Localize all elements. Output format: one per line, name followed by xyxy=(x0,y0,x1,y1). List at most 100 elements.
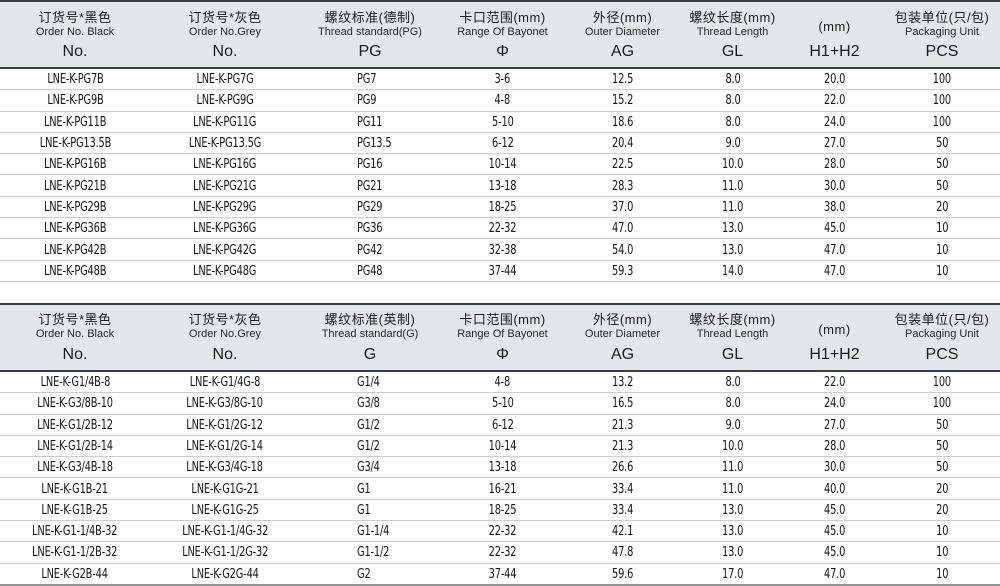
cell-value: LNE-K-G1/2G-12 xyxy=(186,417,264,433)
cell-value: PG9 xyxy=(357,93,377,109)
cell: PG42 xyxy=(300,238,440,261)
cell-value: PG16 xyxy=(357,157,383,173)
cell: 27.0 xyxy=(785,132,884,155)
cell: 11.0 xyxy=(680,477,785,500)
cell: PG11 xyxy=(300,111,440,133)
cell: 10.0 xyxy=(680,435,785,458)
cell: 13.0 xyxy=(680,217,785,240)
cell: 32-38 xyxy=(440,238,565,261)
cell-value: 45.0 xyxy=(823,502,846,518)
column-header-zh: 外径(mm) xyxy=(592,9,653,25)
header-name-row: 订货号*黑色 Order No. Black 订货号*灰色 Order No.Grey… xyxy=(0,1,1000,42)
cell-value: LNE-K-G1G-21 xyxy=(191,481,259,497)
column-header-zh: (mm) xyxy=(818,19,851,34)
cell: LNE-K-PG9B xyxy=(0,89,150,112)
column-header-zh: (mm) xyxy=(818,321,851,337)
cell-value: LNE-K-PG7G xyxy=(196,72,254,88)
cell: PG36 xyxy=(300,217,440,240)
cell-value: PG29 xyxy=(357,199,383,215)
cell: 9.0 xyxy=(680,414,785,436)
cell: 8.0 xyxy=(680,68,785,91)
cell: 47.0 xyxy=(565,217,680,240)
cell-value: 18.6 xyxy=(611,114,634,130)
cell-value: 24.0 xyxy=(823,114,846,130)
cell: LNE-K-PG16B xyxy=(0,153,150,176)
cell: LNE-K-PG42B xyxy=(0,238,150,261)
cell: LNE-K-PG29B xyxy=(0,196,150,219)
table-row: LNE-K-PG13.5B LNE-K-PG13.5G PG13.5 6-12 20.4… xyxy=(0,132,1000,155)
cell: 20.0 xyxy=(785,68,884,91)
cell-value: LNE-K-G2G-44 xyxy=(191,566,259,582)
cell-value: 22.0 xyxy=(823,375,846,391)
cell: 47.0 xyxy=(785,563,884,586)
table-row: LNE-K-G2B-44 LNE-K-G2G-44 G2 37-44 59.6 17.0 4… xyxy=(0,563,1000,586)
cell: 45.0 xyxy=(785,541,884,564)
cell: 13.0 xyxy=(680,499,785,522)
cell-value: 4-8 xyxy=(494,93,511,109)
g-thread-spec-table: 订货号*黑色 Order No. Black 订货号*灰色 Order No.Grey… xyxy=(0,302,1000,586)
cell: 28.0 xyxy=(785,153,884,176)
cell-value: 10 xyxy=(935,221,949,237)
table-row: LNE-K-G1/2B-14 LNE-K-G1/2G-14 G1/2 10-14 21.… xyxy=(0,435,1000,458)
cell: LNE-K-PG7G xyxy=(150,68,300,91)
cell-value: PG11 xyxy=(357,114,383,130)
cell-value: 13.0 xyxy=(721,545,744,561)
cell-value: 59.3 xyxy=(611,263,634,279)
cell-value: 21.3 xyxy=(611,417,634,433)
cell-value: 8.0 xyxy=(724,72,741,88)
cell-value: 11.0 xyxy=(721,481,744,497)
column-header: 包装单位(只/包) Packaging Unit xyxy=(884,304,1000,345)
cell: LNE-K-G1/4B-8 xyxy=(0,370,150,394)
cell-value: 9.0 xyxy=(724,136,741,152)
column-header: 螺纹长度(mm) Thread Length xyxy=(680,1,785,42)
cell: LNE-K-G1/2G-12 xyxy=(150,414,300,436)
cell: PG7 xyxy=(300,68,440,91)
cell: PG29 xyxy=(300,196,440,219)
cell-value: 10 xyxy=(935,263,949,279)
table-row: LNE-K-PG9B LNE-K-PG9G PG9 4-8 15.2 8.0 22.0 100 xyxy=(0,89,1000,112)
cell-value: LNE-K-PG16B xyxy=(43,157,107,173)
cell-value: LNE-K-PG16G xyxy=(193,157,257,173)
cell-value: 20 xyxy=(935,199,949,215)
header-name-row: 订货号*黑色 Order No. Black 订货号*灰色 Order No.Grey… xyxy=(0,304,1000,345)
cell-value: 10 xyxy=(935,545,949,561)
cell: G1 xyxy=(300,499,440,522)
table-row: LNE-K-PG21B LNE-K-PG21G PG21 13-18 28.3 11.0 3… xyxy=(0,174,1000,197)
column-symbol: No. xyxy=(0,42,150,69)
column-header: 订货号*灰色 Order No.Grey xyxy=(150,304,300,345)
column-header-zh: 螺纹标准(德制) xyxy=(324,9,416,25)
cell-value: 22-32 xyxy=(488,545,517,561)
cell-value: 47.0 xyxy=(611,221,634,237)
cell-value: 15.2 xyxy=(611,93,634,109)
cell: LNE-K-G1/2B-14 xyxy=(0,435,150,458)
cell-value: LNE-K-G2B-44 xyxy=(41,566,109,582)
column-header-en: Thread standard(G) xyxy=(321,328,419,341)
cell: 59.6 xyxy=(565,563,680,586)
cell-value: G1/2 xyxy=(357,439,380,454)
cell: 30.0 xyxy=(785,456,884,479)
cell-value: 10.0 xyxy=(721,157,744,173)
cell-value: 30.0 xyxy=(823,178,846,194)
cell-value: 26.6 xyxy=(611,460,634,476)
cell-value: 3-6 xyxy=(494,72,511,88)
column-symbol: H1+H2 xyxy=(785,344,884,372)
cell-value: LNE-K-PG36B xyxy=(43,221,107,237)
cell-value: LNE-K-PG13.5G xyxy=(188,136,262,152)
column-header-zh: 螺纹长度(mm) xyxy=(689,312,776,328)
cell: LNE-K-PG36G xyxy=(150,217,300,240)
table-header: 订货号*黑色 Order No. Black 订货号*灰色 Order No.Grey… xyxy=(0,303,1000,372)
cell-value: 5-10 xyxy=(491,114,514,130)
cell-value: PG21 xyxy=(357,178,383,194)
cell-value: LNE-K-PG7B xyxy=(46,72,104,88)
cell: 100 xyxy=(884,370,1000,394)
cell: 13.0 xyxy=(680,541,785,564)
cell-value: 13.2 xyxy=(611,375,634,391)
cell-value: G2 xyxy=(357,566,371,582)
cell-value: LNE-K-PG9G xyxy=(196,93,254,109)
cell-value: 24.0 xyxy=(823,396,846,412)
table-row: LNE-K-PG29B LNE-K-PG29G PG29 18-25 37.0 11.0 3… xyxy=(0,196,1000,219)
table-row: LNE-K-PG42B LNE-K-PG42G PG42 32-38 54.0 13.0 4… xyxy=(0,238,1000,261)
cell: 21.3 xyxy=(565,435,680,458)
cell-value: 6-12 xyxy=(491,417,514,433)
column-header-zh: 订货号*灰色 xyxy=(188,9,262,25)
